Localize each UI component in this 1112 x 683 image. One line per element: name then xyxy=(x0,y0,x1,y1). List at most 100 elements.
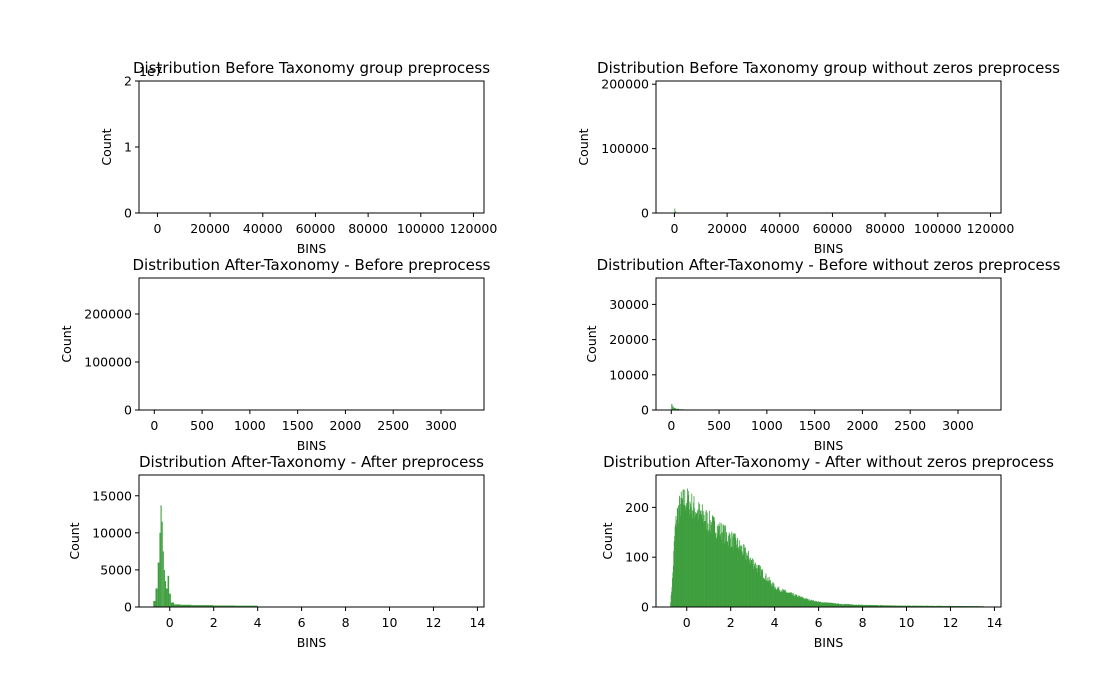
histogram-bar xyxy=(835,603,836,607)
histogram-bar xyxy=(711,522,712,607)
plot-frame xyxy=(138,277,485,411)
y-tick-label: 2 xyxy=(124,74,132,89)
histogram-bar xyxy=(763,578,765,607)
x-axis-label: BINS xyxy=(297,241,327,256)
histogram-bar xyxy=(672,572,674,607)
x-tick-label: 2500 xyxy=(894,418,926,433)
histogram-bar xyxy=(908,605,910,607)
histogram-bar xyxy=(836,603,838,607)
histogram-bar xyxy=(855,604,857,607)
histogram-bar xyxy=(912,605,914,607)
histogram-bar xyxy=(778,591,780,607)
histogram-bar xyxy=(770,583,772,607)
histogram-bar xyxy=(857,605,859,607)
histogram-bar xyxy=(691,518,693,607)
histogram-bar xyxy=(905,605,907,607)
panel-before-taxonomy: 0 20000 40000 60000 80000 100000 120000 0 1 2 1e7D… xyxy=(99,59,497,256)
histogram-bar xyxy=(733,549,734,607)
histogram-bar xyxy=(913,605,915,607)
histogram-bar xyxy=(785,591,787,607)
histogram-bar xyxy=(745,552,747,607)
histogram-bar xyxy=(885,605,887,607)
histogram-bar xyxy=(892,605,894,607)
histogram-bar xyxy=(911,605,913,607)
histogram-bar xyxy=(812,599,814,607)
histogram-bar xyxy=(723,530,724,607)
histogram-bar xyxy=(920,605,922,607)
histogram-bar xyxy=(830,602,832,607)
histogram-bar xyxy=(796,595,798,607)
histogram-bar xyxy=(883,605,884,607)
y-tick-label: 0 xyxy=(124,600,132,615)
histogram-bar xyxy=(845,604,846,607)
histogram-bar xyxy=(804,599,806,607)
histogram-bar xyxy=(925,605,926,607)
histogram-bar xyxy=(921,605,923,607)
histogram-bar xyxy=(754,568,756,607)
histogram-bar xyxy=(882,605,883,607)
histogram-bar xyxy=(789,592,791,607)
x-tick-label: 0 xyxy=(670,221,678,236)
histogram-bar xyxy=(775,586,777,607)
histogram-bar xyxy=(842,604,844,607)
histogram-bar xyxy=(683,505,685,607)
histogram-bar xyxy=(852,604,854,607)
histogram-bar xyxy=(788,592,790,607)
histogram-bar xyxy=(739,550,741,607)
histogram-bar xyxy=(959,605,961,607)
histogram-bar xyxy=(865,604,867,607)
histogram-bar xyxy=(773,583,775,607)
histogram-bar xyxy=(875,605,876,607)
histogram-bar xyxy=(914,605,915,607)
x-tick-label: 80000 xyxy=(865,221,905,236)
histogram-bar xyxy=(732,536,734,607)
histogram-bar xyxy=(897,605,899,607)
histogram-bar xyxy=(946,605,948,607)
histogram-bar xyxy=(879,605,881,607)
histogram-bar xyxy=(724,526,726,607)
histogram-bar xyxy=(922,605,923,607)
x-tick-label: 4 xyxy=(254,615,262,630)
histogram-bar xyxy=(716,539,718,607)
histogram-bar xyxy=(710,524,712,607)
histogram-bar xyxy=(712,516,714,607)
histogram-bar xyxy=(898,605,900,607)
histogram-bar xyxy=(817,601,818,607)
histogram-bar xyxy=(807,600,809,607)
histogram-bar xyxy=(832,602,834,607)
histogram-bar xyxy=(794,595,796,607)
histogram-bar xyxy=(815,600,817,607)
histogram-bar xyxy=(877,605,879,607)
x-tick-label: 0 xyxy=(667,418,675,433)
histogram-bar xyxy=(759,565,760,607)
histogram-bar xyxy=(674,208,676,213)
histogram-bar xyxy=(691,493,693,607)
histogram-bar xyxy=(875,605,877,607)
histogram-bar xyxy=(759,565,761,607)
histogram-bar xyxy=(748,550,749,607)
histogram-bar xyxy=(933,605,934,607)
histogram-bar xyxy=(713,517,715,607)
plot-frame xyxy=(655,474,1002,608)
x-tick-label: 60000 xyxy=(813,221,853,236)
histogram-bar xyxy=(850,604,851,607)
histogram-bar xyxy=(681,498,683,607)
histogram-bar xyxy=(829,602,831,607)
histogram-bar xyxy=(698,514,700,607)
histogram-bar xyxy=(792,594,793,607)
histogram-bar xyxy=(922,605,924,607)
histogram-bar xyxy=(703,514,705,607)
histogram-bar xyxy=(785,591,787,607)
histogram-bar xyxy=(697,511,698,607)
histogram-bar xyxy=(714,532,716,607)
histogram-bar xyxy=(164,581,167,607)
histogram-bar xyxy=(938,605,940,607)
histogram-bar xyxy=(866,605,868,607)
histogram-bar xyxy=(704,521,705,607)
histogram-bar xyxy=(741,551,742,607)
histogram-bar xyxy=(834,603,836,607)
histogram-bar xyxy=(872,605,874,607)
histogram-bar xyxy=(886,605,888,607)
histogram-bar xyxy=(919,605,920,607)
y-tick-label: 30000 xyxy=(609,297,649,312)
